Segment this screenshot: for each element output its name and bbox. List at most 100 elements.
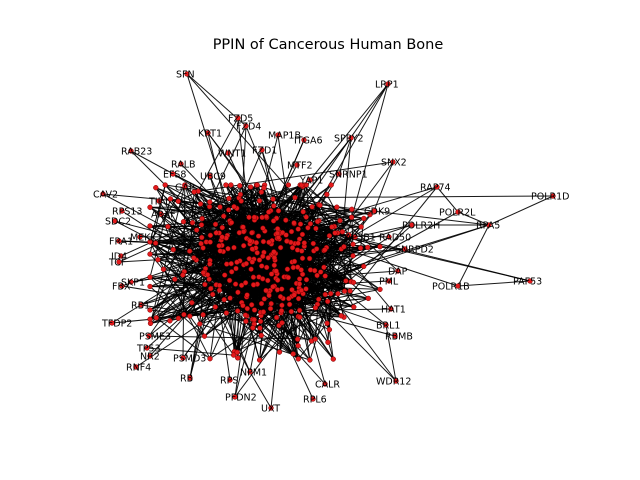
network-node: [271, 262, 277, 268]
node-label-skp1: SKP1: [121, 278, 145, 289]
network-node: [343, 278, 349, 284]
network-node-brl1: [383, 322, 389, 328]
network-node: [216, 287, 223, 293]
network-node: [250, 274, 257, 280]
network-node-fzd5: [235, 115, 241, 121]
network-node: [367, 211, 373, 218]
network-node: [222, 272, 228, 278]
network-node: [289, 287, 295, 293]
network-node: [350, 253, 356, 259]
network-node: [197, 321, 203, 327]
node-label-yap1: YAP1: [299, 176, 323, 187]
network-node: [268, 271, 275, 277]
network-node: [223, 310, 230, 316]
network-node: [212, 304, 218, 310]
network-node: [225, 246, 231, 252]
network-node-cdk9: [371, 208, 377, 214]
network-node: [147, 239, 153, 245]
diagram-title: PPIN of Cancerous Human Bone: [213, 37, 444, 53]
network-node: [191, 255, 197, 261]
network-node: [324, 191, 330, 198]
network-node: [348, 214, 355, 220]
network-node: [351, 304, 357, 310]
network-node: [350, 241, 356, 247]
node-layer: [100, 71, 556, 411]
network-node: [321, 264, 327, 270]
network-node: [303, 277, 310, 283]
network-edge: [273, 198, 490, 226]
network-edge: [305, 184, 399, 272]
network-node: [365, 244, 371, 251]
network-node: [210, 291, 216, 298]
node-label-id4: ID4: [111, 252, 127, 263]
network-node: [219, 234, 225, 240]
network-node: [181, 311, 187, 318]
network-node: [147, 283, 153, 290]
node-label-pml: PML: [379, 277, 399, 288]
network-node: [213, 230, 219, 236]
network-node: [264, 264, 270, 271]
network-node: [254, 250, 260, 256]
network-node: [279, 286, 285, 292]
network-node: [271, 203, 277, 209]
network-node-skp1: [128, 279, 134, 285]
network-node-npm1: [247, 369, 253, 375]
network-node: [170, 247, 176, 253]
network-node: [231, 204, 237, 210]
network-edge: [148, 220, 231, 337]
node-label-dap: DAP: [388, 267, 408, 278]
node-label-cav2: CAV2: [93, 190, 118, 201]
network-node: [283, 232, 289, 238]
network-node: [310, 240, 316, 247]
node-label-wnt1: WNT1: [218, 149, 246, 160]
network-edge: [130, 150, 166, 186]
network-node: [276, 349, 283, 355]
network-node: [238, 282, 245, 288]
network-node-pml: [386, 278, 392, 284]
node-label-snrnp1: SNRNP1: [329, 170, 368, 181]
network-node: [329, 224, 335, 230]
node-label-snx2: SNX2: [381, 158, 407, 169]
network-node: [251, 307, 258, 313]
network-node: [258, 189, 265, 195]
network-edge: [373, 161, 394, 212]
network-node: [295, 240, 301, 246]
network-edge: [182, 200, 242, 276]
network-node: [266, 292, 272, 299]
network-node: [263, 214, 270, 220]
network-node: [279, 302, 285, 308]
network-node-krt1: [205, 130, 211, 136]
network-node: [249, 246, 255, 252]
network-node: [226, 207, 232, 213]
network-node: [257, 325, 263, 331]
network-node: [147, 204, 153, 210]
network-node: [270, 284, 276, 290]
network-edge: [261, 149, 311, 361]
node-label-araf: ARAF: [151, 210, 176, 221]
network-node: [191, 189, 197, 195]
network-node-snrnp1: [336, 171, 342, 177]
network-node: [349, 206, 355, 212]
network-node-rpl6: [310, 396, 316, 402]
network-node-rap74: [434, 184, 440, 190]
network-node: [306, 255, 313, 262]
network-node: [298, 287, 304, 294]
network-node: [207, 356, 213, 362]
network-node-psme3: [146, 333, 152, 339]
network-edge: [149, 276, 185, 315]
network-node: [299, 271, 306, 277]
network-node: [207, 232, 214, 238]
network-node: [247, 238, 253, 244]
network-node: [200, 312, 206, 318]
network-node: [165, 223, 171, 230]
network-node: [295, 343, 301, 349]
network-node: [217, 204, 223, 210]
network-node-pfdn2: [232, 394, 238, 400]
node-label-rnf4: RNF4: [126, 363, 151, 374]
network-node-rps: [227, 377, 233, 383]
network-node: [147, 251, 153, 257]
network-node: [361, 215, 367, 222]
network-node-fzd1: [259, 147, 265, 153]
network-node: [314, 218, 321, 225]
network-node-sfn: [184, 71, 190, 77]
